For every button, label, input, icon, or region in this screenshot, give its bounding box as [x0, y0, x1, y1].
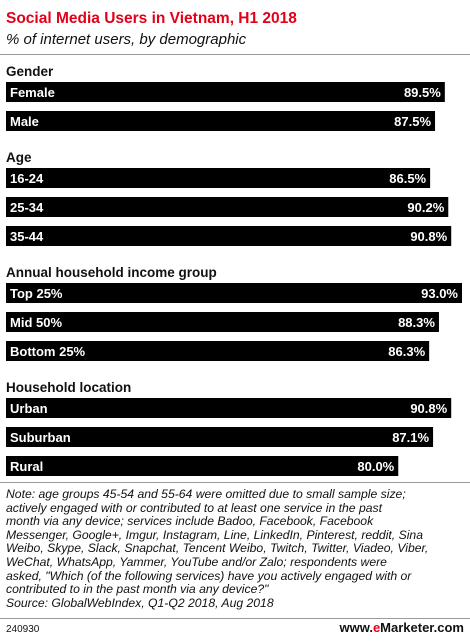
emarketer-logo[interactable]: www.eMarketer.com: [339, 620, 464, 635]
brand-rest: Marketer.com: [380, 620, 464, 635]
chart-subtitle: % of internet users, by demographic: [6, 31, 247, 48]
note-line: WeChat, WhatsApp, Yammer, YouTube and/or…: [6, 554, 387, 569]
bar: [6, 456, 399, 476]
group-heading: Age: [6, 150, 32, 165]
bar-chart: Gender Female 89.5% Male 87.5% Age 16-24 86.5% 2…: [6, 64, 462, 476]
bar-category-label: Urban: [10, 401, 48, 416]
bar-category-label: Top 25%: [10, 286, 63, 301]
bar: [6, 427, 434, 447]
bar: [6, 111, 436, 131]
bar: [6, 226, 452, 246]
bar-category-label: Suburban: [10, 430, 71, 445]
bar: [6, 312, 439, 332]
chart-note: Note: age groups 45-54 and 55-64 were om…: [6, 487, 466, 610]
bar-value-label: 80.0%: [357, 459, 394, 474]
note-line: month via any device; services include B…: [6, 514, 374, 529]
bar-value-label: 88.3%: [398, 315, 435, 330]
note-line: Weibo, Skype, Slack, Snapchat, Tencent W…: [6, 541, 429, 556]
bar-category-label: Rural: [10, 459, 43, 474]
bar-value-label: 93.0%: [421, 286, 458, 301]
brand-e: e: [372, 620, 381, 635]
bar-category-label: 16-24: [10, 171, 44, 186]
group-heading: Annual household income group: [6, 265, 217, 280]
brand-prefix: www.: [339, 620, 373, 635]
bar: [6, 82, 445, 102]
bar: [6, 283, 462, 303]
footer-divider: [0, 482, 470, 483]
top-divider: [0, 54, 470, 55]
bar-value-label: 89.5%: [404, 85, 441, 100]
bar-value-label: 90.8%: [410, 229, 447, 244]
bar: [6, 197, 449, 217]
bar-category-label: Mid 50%: [10, 315, 62, 330]
bar: [6, 341, 430, 361]
note-line: Messenger, Google+, Imgur, Instagram, Li…: [6, 527, 423, 542]
chart-title: Social Media Users in Vietnam, H1 2018: [6, 10, 297, 27]
bar-category-label: 35-44: [10, 229, 44, 244]
group-heading: Gender: [6, 64, 54, 79]
source-line: Source: GlobalWebIndex, Q1-Q2 2018, Aug …: [6, 595, 274, 610]
chart-id: 240930: [6, 624, 40, 635]
note-line: actively engaged with or contributed to …: [6, 500, 383, 515]
bar-value-label: 90.2%: [407, 200, 444, 215]
bar-category-label: Male: [10, 114, 39, 129]
note-line: contributed to in the past month via any…: [6, 582, 269, 597]
note-line: Note: age groups 45-54 and 55-64 were om…: [6, 487, 406, 501]
bar-value-label: 90.8%: [410, 401, 447, 416]
bar: [6, 398, 452, 418]
bar-category-label: Bottom 25%: [10, 344, 86, 359]
bar-value-label: 86.3%: [388, 344, 425, 359]
bar-value-label: 86.5%: [389, 171, 426, 186]
group-heading: Household location: [6, 380, 131, 395]
bar: [6, 168, 431, 188]
bar-value-label: 87.5%: [394, 114, 431, 129]
bar-category-label: 25-34: [10, 200, 44, 215]
bar-category-label: Female: [10, 85, 55, 100]
note-line: asked, "Which (of the following services…: [6, 568, 412, 583]
bottom-divider: [0, 618, 470, 619]
bar-value-label: 87.1%: [392, 430, 429, 445]
